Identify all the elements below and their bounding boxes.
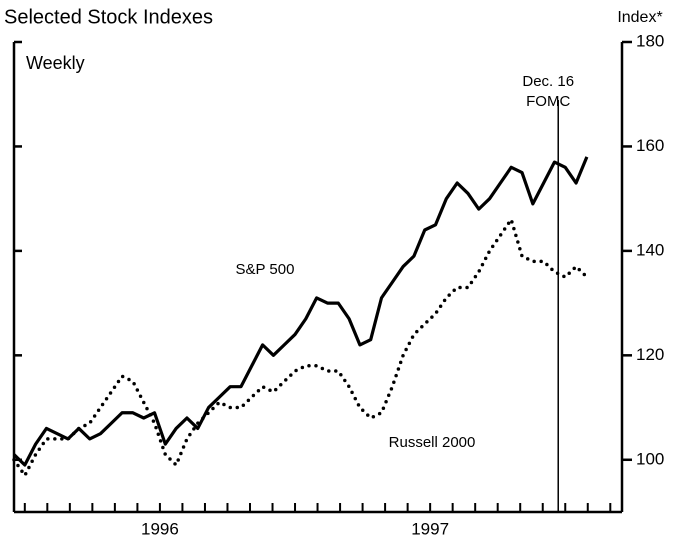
chart-title: Selected Stock Indexes xyxy=(4,6,213,28)
y-tick-label: 180 xyxy=(636,31,664,50)
annotation: FOMC xyxy=(526,93,570,110)
y-tick-label: 160 xyxy=(636,136,664,155)
series-line xyxy=(12,217,589,478)
x-tick-label: 1997 xyxy=(411,519,449,538)
annotation: Dec. 16 xyxy=(522,73,574,90)
chart-subtitle: Weekly xyxy=(26,53,85,73)
y-tick-label: 140 xyxy=(636,240,664,259)
y-tick-label: 120 xyxy=(636,345,664,364)
y-axis-label: Index* xyxy=(617,9,662,26)
series-label: S&P 500 xyxy=(236,261,295,278)
y-tick-label: 100 xyxy=(636,449,664,468)
x-tick-label: 1996 xyxy=(141,519,179,538)
series-line xyxy=(12,156,589,467)
series-label: Russell 2000 xyxy=(389,434,476,451)
